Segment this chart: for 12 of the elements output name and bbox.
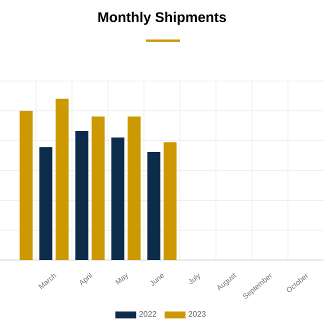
legend-label: 2023 <box>188 311 206 317</box>
bar <box>75 130 88 260</box>
bar <box>111 137 124 260</box>
bar <box>92 116 105 260</box>
bar <box>164 142 177 260</box>
bar <box>56 98 69 260</box>
bar <box>147 152 160 260</box>
bar <box>39 147 52 260</box>
chart-title: Monthly Shipments <box>98 12 226 25</box>
bar <box>20 110 33 260</box>
legend-label: 2022 <box>139 311 156 317</box>
bar <box>128 116 141 260</box>
